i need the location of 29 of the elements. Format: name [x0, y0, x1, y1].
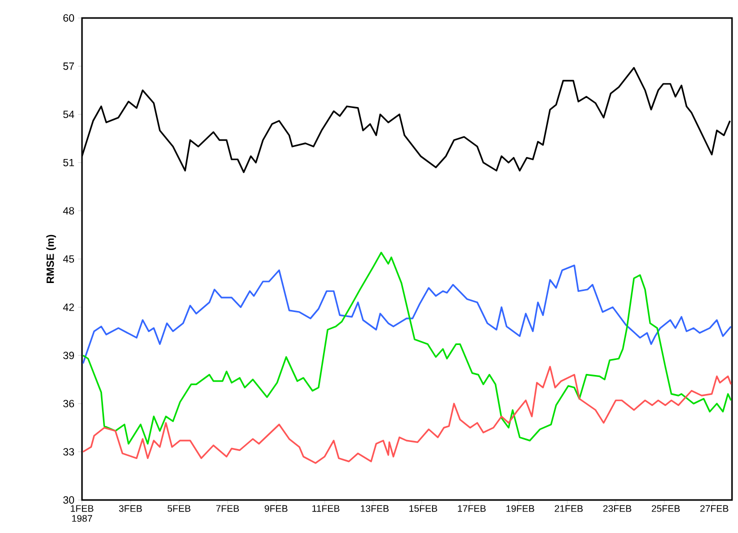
- line-series: [82, 366, 732, 464]
- x-tick-label: 15FEB: [409, 505, 438, 512]
- x-tick-label: 13FEB: [360, 505, 389, 512]
- y-tick-label: 54: [63, 110, 74, 118]
- y-tick-label: 33: [63, 448, 74, 456]
- x-tick-label: 25FEB: [652, 505, 680, 512]
- y-tick-label: 60: [63, 14, 74, 22]
- x-tick-label: 1FEB 1987: [70, 505, 94, 522]
- y-tick-label: 39: [63, 352, 74, 360]
- x-tick-label: 5FEB: [168, 505, 190, 512]
- y-tick-label: 57: [63, 62, 74, 70]
- y-tick-label: 30: [63, 496, 74, 504]
- x-tick-label: 17FEB: [458, 505, 486, 512]
- x-tick-label: 19FEB: [506, 505, 534, 512]
- x-tick-label: 27FEB: [700, 505, 728, 512]
- x-tick-label: 23FEB: [603, 505, 632, 512]
- y-axis-title: RMSE (m): [46, 234, 56, 283]
- line-series: [82, 252, 732, 445]
- x-tick-label: 21FEB: [554, 505, 583, 512]
- x-tick-label: 9FEB: [264, 505, 288, 512]
- y-tick-label: 45: [63, 255, 74, 263]
- line-series: [82, 264, 732, 364]
- y-tick-label: 36: [63, 400, 74, 408]
- x-tick-label: 7FEB: [216, 505, 239, 512]
- y-tick-label: 51: [63, 158, 74, 166]
- x-tick-label: 3FEB: [119, 505, 142, 512]
- y-tick-label: 48: [63, 207, 74, 215]
- x-tick-label: 11FEB: [312, 505, 340, 512]
- y-tick-label: 42: [63, 304, 74, 311]
